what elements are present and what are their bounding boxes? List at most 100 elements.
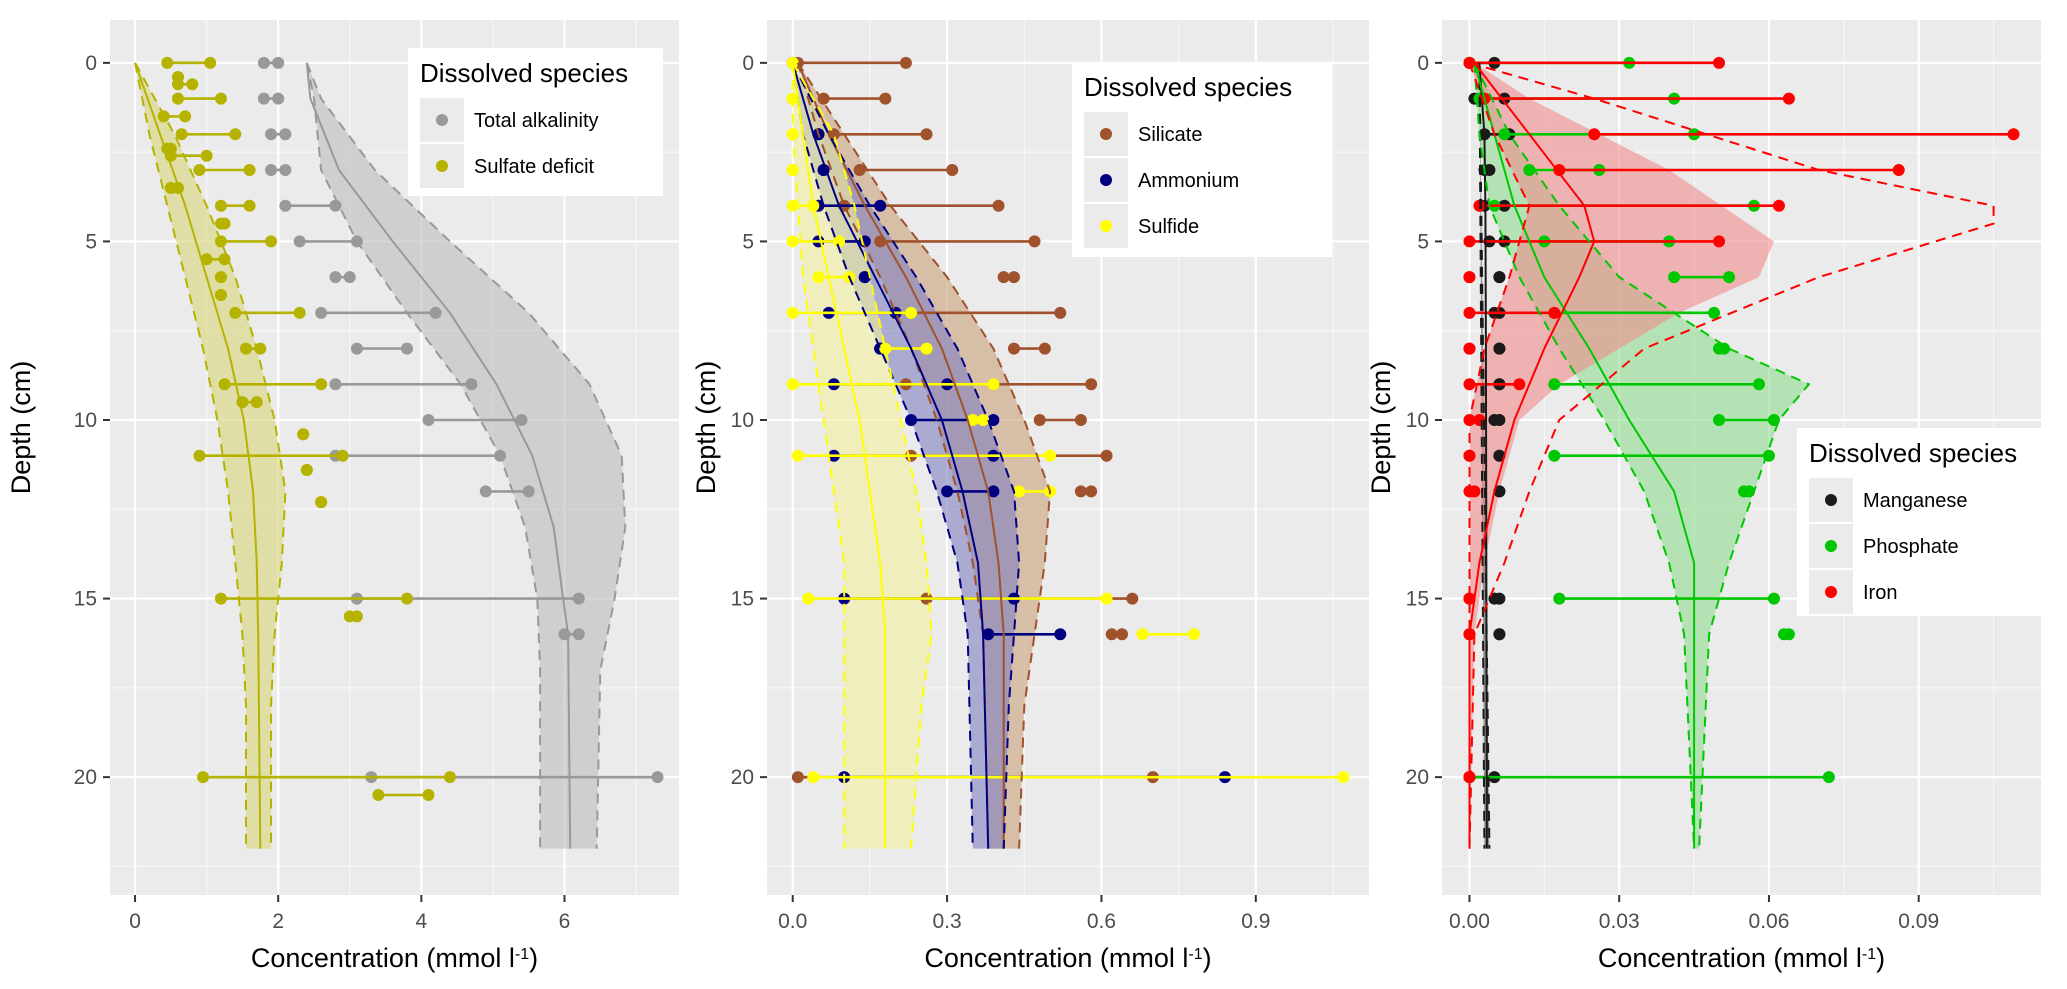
point-min-sulfate-deficit (218, 378, 231, 391)
x-tick-label: 4 (415, 910, 427, 933)
point-max-sulfide (987, 378, 1000, 391)
y-axis-title: Depth (cm) (6, 361, 36, 495)
point-max-silicate (946, 164, 959, 176)
legend-key-sulfide (1100, 220, 1112, 232)
ci-low-line-phosphate (1473, 62, 1696, 849)
point-max-iron (1513, 378, 1526, 391)
point-min-sulfate-deficit (193, 164, 206, 176)
point-max-phosphate (1767, 592, 1780, 605)
ci-high-line-manganese (1478, 62, 1491, 849)
ci-low-line-manganese (1478, 62, 1486, 849)
y-tick-label: 0 (85, 52, 97, 75)
point-max-iron (1463, 271, 1476, 284)
point-min-sulfate-deficit (171, 92, 184, 105)
legend-key-silicate (1100, 128, 1112, 140)
fit-line-phosphate (1473, 62, 1696, 849)
fit-line-sulfate-deficit (134, 62, 262, 849)
point-min-sulfide (786, 306, 799, 319)
point-max-silicate (1085, 378, 1098, 391)
point-max-sulfate-deficit (218, 217, 231, 230)
fit-line-total-alkalinity (305, 62, 572, 849)
ci-low-line-ammonium (791, 62, 974, 849)
point-min-total-alkalinity (293, 235, 306, 248)
ci-high-line-total-alkalinity (305, 62, 627, 849)
panel-left: 0 2 4 6 0 5 10 15 20 Concentration (mmol l-1) Dept… (6, 20, 679, 973)
point-min-sulfate-deficit (229, 306, 242, 319)
point-min-sulfate-deficit (175, 128, 188, 141)
point-min-total-alkalinity (257, 92, 270, 105)
point-max-ammonium (858, 271, 871, 284)
point-max-sulfide (833, 235, 846, 248)
point-min-iron (1463, 235, 1476, 248)
point-min-phosphate (1553, 592, 1566, 605)
y-tick-label: 20 (74, 766, 97, 789)
point-max-manganese (1493, 449, 1506, 462)
point-min-sulfide (802, 592, 815, 605)
y-tick-label: 15 (1406, 588, 1429, 611)
point-max-sulfide (1100, 592, 1113, 605)
point-max-sulfate-deficit (300, 464, 313, 476)
x-axis-title: Concentration (mmol l-1) (1598, 943, 1885, 973)
point-max-phosphate (1723, 271, 1736, 284)
point-max-sulfate-deficit (315, 378, 328, 391)
point-min-sulfide (786, 235, 799, 248)
point-max-phosphate (1782, 628, 1795, 641)
plot-area (134, 56, 664, 849)
confidence-band-iron (1469, 62, 1774, 849)
point-max-total-alkalinity (279, 128, 292, 141)
legend-label: Manganese (1863, 490, 1968, 512)
point-max-iron (1772, 199, 1785, 212)
y-tick-label: 10 (731, 409, 754, 432)
point-max-silicate (1007, 271, 1020, 284)
point-max-sulfate-deficit (336, 449, 349, 462)
point-min-sulfate-deficit (214, 592, 227, 605)
y-axis-title: Depth (cm) (1366, 361, 1396, 495)
legend-key-sulfate-deficit (436, 160, 448, 172)
x-tick-label: 0 (129, 910, 141, 933)
point-min-silicate (997, 271, 1010, 284)
point-min-sulfate-deficit (239, 342, 252, 355)
x-tick-label: 0.03 (1599, 910, 1640, 933)
point-max-sulfate-deficit (443, 771, 456, 784)
point-max-sulfate-deficit (297, 428, 310, 441)
point-min-sulfide (1136, 628, 1149, 641)
legend-key-phosphate (1825, 540, 1837, 552)
point-min-silicate (791, 771, 804, 784)
point-max-sulfate-deficit (350, 610, 363, 623)
point-max-silicate (899, 56, 912, 69)
point-max-iron (1713, 235, 1726, 248)
fit-line-iron (1468, 62, 1596, 849)
x-axis-title: Concentration (mmol l-1) (924, 943, 1211, 973)
point-max-silicate (1085, 485, 1098, 498)
point-max-total-alkalinity (651, 771, 664, 784)
point-max-silicate (1100, 449, 1113, 462)
legend-key-iron (1825, 586, 1837, 598)
y-tick-label: 10 (74, 409, 97, 432)
point-max-silicate (1038, 342, 1051, 355)
plot-area (1463, 56, 2020, 849)
point-max-manganese (1493, 414, 1506, 426)
point-max-sulfide (786, 164, 799, 176)
plot-area (786, 56, 1350, 849)
panel-middle: 0.0 0.3 0.6 0.9 0 5 10 15 20 Concentration (mmol … (691, 20, 1369, 973)
y-tick-label: 5 (1417, 230, 1429, 253)
point-max-total-alkalinity (272, 92, 285, 105)
point-max-ammonium (987, 414, 1000, 426)
legend: Dissolved species Total alkalinity Sulfate… (408, 48, 663, 196)
point-max-sulfate-deficit (214, 271, 227, 284)
point-max-total-alkalinity (465, 378, 478, 391)
ci-low-line-sulfate-deficit (134, 62, 247, 849)
legend-label: Sulfate deficit (474, 156, 595, 178)
point-max-iron (1463, 592, 1476, 605)
point-max-sulfate-deficit (186, 78, 199, 91)
ci-high-line-iron (1468, 61, 1995, 849)
point-max-phosphate (1708, 306, 1721, 319)
point-max-sulfate-deficit (250, 396, 263, 409)
point-min-phosphate (1713, 414, 1726, 426)
point-min-total-alkalinity (422, 414, 435, 426)
fit-line-ammonium (791, 62, 990, 849)
point-max-silicate (1126, 592, 1139, 605)
point-min-total-alkalinity (329, 378, 342, 391)
ci-low-line-iron (1468, 62, 1531, 849)
ci-high-line-ammonium (791, 62, 1021, 849)
